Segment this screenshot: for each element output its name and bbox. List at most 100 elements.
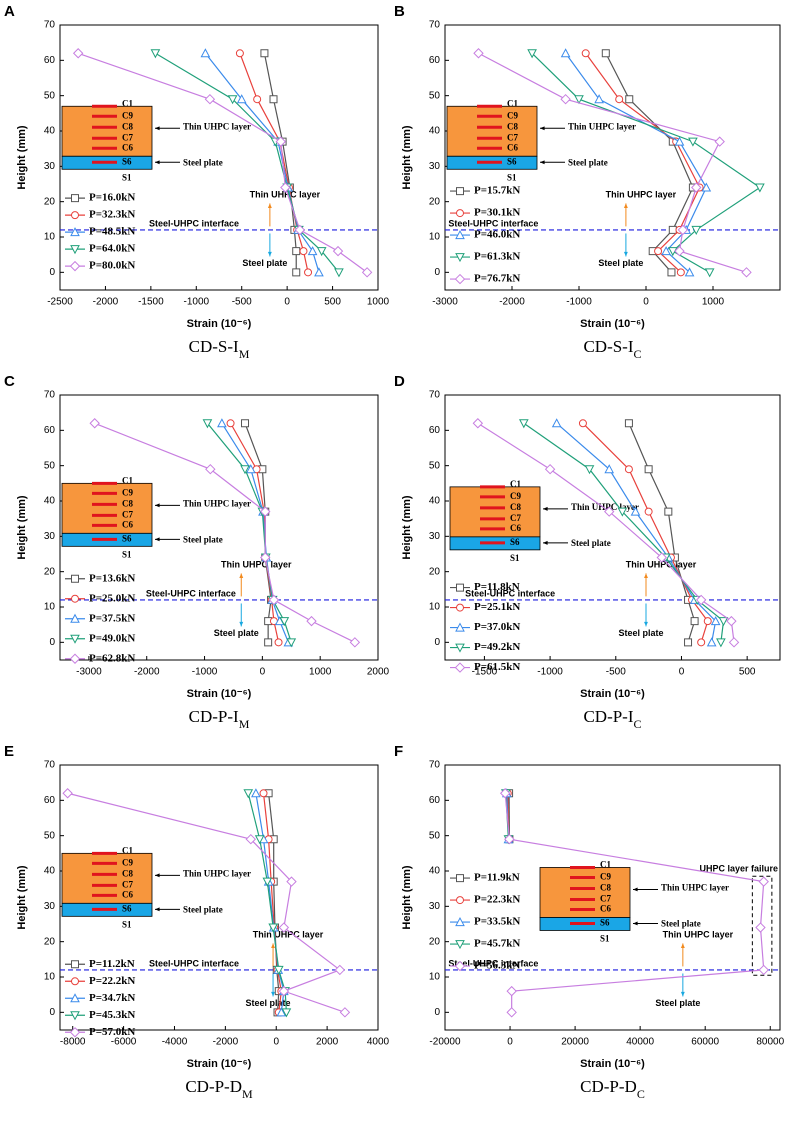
y-tick-label: 30: [429, 531, 441, 542]
x-tick-label: -2000: [134, 667, 160, 678]
marker: [306, 615, 317, 627]
panel-letter: B: [394, 3, 405, 20]
gauge-label: S1: [507, 172, 517, 182]
marker: [506, 985, 517, 997]
y-tick-label: 60: [429, 55, 441, 66]
marker: [604, 506, 615, 517]
marker: [264, 638, 273, 647]
plot-frame: [444, 764, 781, 1031]
x-tick-label: 0: [679, 667, 685, 678]
marker: [269, 95, 278, 104]
legend-label: P=49.2kN: [474, 641, 520, 653]
y-tick-label: 0: [49, 267, 55, 278]
marker: [718, 617, 729, 627]
x-tick-label: 60000: [691, 1037, 719, 1048]
y-tick-label: 50: [429, 90, 441, 101]
y-tick-label: 50: [429, 460, 441, 471]
legend-label: P=61.3kN: [474, 251, 520, 263]
x-tick-label: -2000: [93, 297, 119, 308]
annotation-steel: Steel plate: [214, 628, 259, 638]
marker: [260, 49, 269, 58]
gauge-label: C6: [122, 142, 133, 152]
inset-uhpc-label: Thin UHPC layer: [183, 498, 251, 508]
annotation-uhpc: Thin UHPC layer: [250, 190, 321, 200]
arrow-head: [271, 991, 276, 997]
inset-steel-label: Steel plate: [183, 534, 223, 544]
marker: [454, 273, 466, 285]
y-tick-label: 50: [429, 830, 441, 841]
x-tick-label: -1000: [183, 297, 209, 308]
series-line: [523, 422, 725, 643]
marker: [314, 267, 324, 277]
marker: [654, 247, 663, 256]
marker: [245, 464, 256, 474]
marker: [676, 268, 685, 277]
marker: [581, 49, 590, 58]
caption: CD-P-IC: [583, 707, 641, 731]
marker: [656, 552, 667, 563]
gauge-label: C7: [122, 132, 133, 142]
marker: [755, 922, 766, 933]
y-tick-label: 0: [49, 637, 55, 648]
marker: [714, 136, 725, 147]
x-tick-label: 40000: [626, 1037, 654, 1048]
marker: [684, 638, 693, 647]
caption-sub: C: [634, 717, 642, 731]
y-tick-label: 70: [44, 760, 56, 771]
y-tick-label: 40: [429, 126, 441, 137]
legend-label: P=45.7kN: [474, 938, 520, 950]
marker: [625, 95, 634, 104]
x-tick-label: -20000: [429, 1037, 461, 1048]
marker: [668, 225, 677, 234]
marker: [456, 187, 464, 196]
panel-letter: E: [4, 743, 14, 760]
annotation-uhpc: Thin UHPC layer: [626, 560, 697, 570]
marker: [349, 637, 361, 648]
marker: [604, 464, 615, 474]
x-tick-label: 20000: [561, 1037, 589, 1048]
marker: [455, 253, 465, 263]
caption: CD-S-IM: [189, 337, 250, 361]
arrow-head: [155, 126, 160, 131]
marker: [278, 985, 290, 997]
x-axis-label: Strain (10⁻⁶): [187, 1058, 252, 1070]
caption: CD-P-DC: [580, 1077, 645, 1101]
marker: [504, 833, 515, 845]
legend-label: P=34.7kN: [89, 992, 135, 1004]
marker: [217, 418, 227, 428]
caption-sub: M: [239, 717, 250, 731]
annotation-interface: Steel-UHPC interface: [146, 588, 236, 598]
marker: [227, 95, 238, 105]
y-axis-label: Height (mm): [401, 495, 413, 560]
marker: [292, 247, 301, 256]
marker: [472, 418, 484, 429]
gauge-label: C6: [600, 904, 611, 914]
y-tick-label: 0: [434, 637, 440, 648]
inset-steel-label: Steel plate: [568, 157, 608, 167]
gauge-label: C9: [122, 110, 133, 120]
x-tick-label: -1000: [192, 667, 218, 678]
gauge-label: C1: [507, 98, 518, 108]
gauge-label: C9: [600, 872, 611, 882]
marker: [473, 48, 484, 59]
panel-letter: D: [394, 373, 405, 390]
marker: [240, 465, 250, 475]
legend-label: P=46.0kN: [474, 229, 520, 241]
annotation-uhpc: Thin UHPC layer: [606, 190, 677, 200]
x-tick-label: -2500: [47, 297, 73, 308]
arrow-head: [633, 887, 638, 892]
panel-letter: F: [394, 743, 403, 760]
marker: [691, 182, 702, 193]
x-tick-label: -4000: [162, 1037, 188, 1048]
x-tick-label: 500: [739, 667, 756, 678]
gauge-label: C1: [122, 475, 133, 485]
x-tick-label: 2000: [316, 1037, 339, 1048]
annotation-uhpc: Thin UHPC layer: [221, 560, 292, 570]
series-line: [556, 422, 717, 643]
marker: [262, 877, 273, 887]
marker: [601, 49, 610, 58]
x-tick-label: 80000: [756, 1037, 784, 1048]
marker: [758, 964, 769, 976]
marker: [286, 638, 297, 648]
series-line: [628, 423, 696, 643]
